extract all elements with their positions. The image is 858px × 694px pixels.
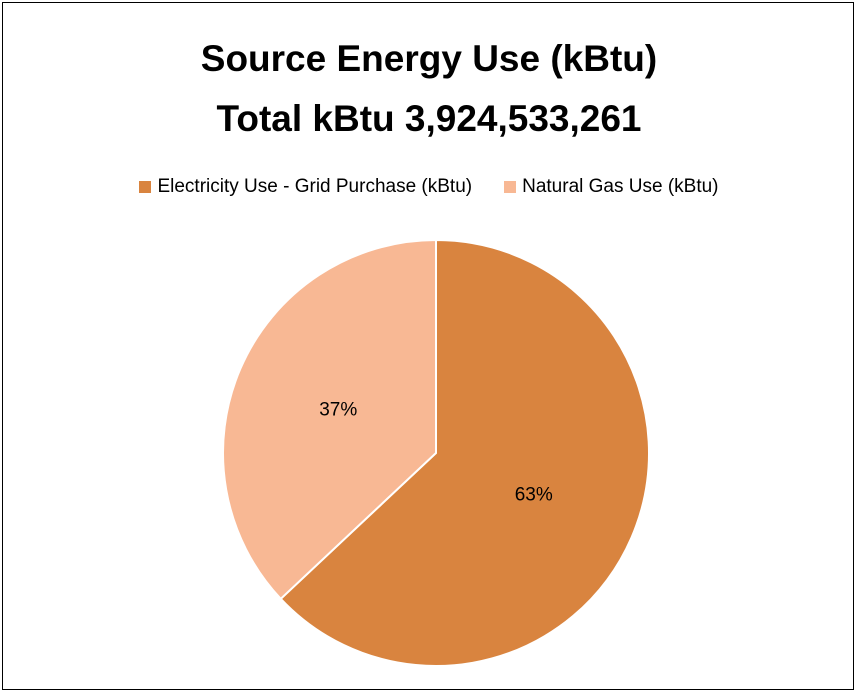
legend-item-electricity: Electricity Use - Grid Purchase (kBtu) xyxy=(139,176,472,198)
legend-label-electricity: Electricity Use - Grid Purchase (kBtu) xyxy=(157,176,473,197)
pie-slice-electricity xyxy=(279,238,650,667)
legend-swatch-electricity xyxy=(139,181,152,193)
chart-legend: Electricity Use - Grid Purchase (kBtu) N… xyxy=(0,176,858,198)
pie-label-natural-gas: 37% xyxy=(319,400,357,421)
pie-label-electricity: 63% xyxy=(515,484,553,505)
legend-label-natural-gas: Natural Gas Use (kBtu) xyxy=(522,176,719,197)
chart-title: Source Energy Use (kBtu) xyxy=(200,38,658,79)
legend-item-natural-gas: Natural Gas Use (kBtu) xyxy=(504,176,719,198)
chart-subtitle: Total kBtu 3,924,533,261 xyxy=(216,98,642,139)
legend-swatch-natural-gas xyxy=(504,181,517,193)
pie-slice-natural-gas xyxy=(222,238,437,601)
